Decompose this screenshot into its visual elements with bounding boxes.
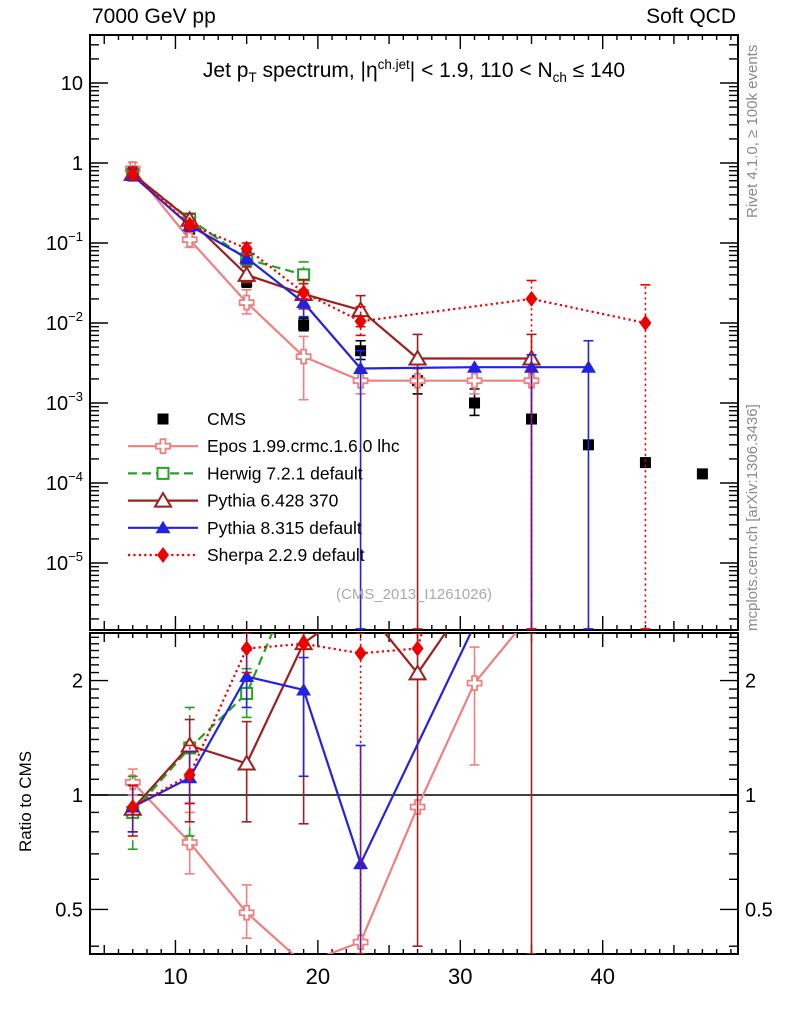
ratio-tick-label-left: 0.5 (55, 899, 83, 921)
series-line (131, 168, 532, 382)
beam-energy-label: 7000 GeV pp (92, 5, 216, 28)
series-line (131, 173, 646, 325)
data-point-marker (238, 904, 255, 921)
data-point-marker (236, 265, 257, 282)
legend-label: Pythia 6.428 370 (207, 491, 339, 511)
data-point-marker (236, 754, 257, 771)
data-point-marker (469, 397, 481, 409)
data-point-marker (411, 640, 424, 657)
data-point-marker (466, 675, 483, 692)
ratio-axis-label: Ratio to CMS (16, 750, 35, 852)
data-point-marker (157, 547, 169, 563)
y-tick-label: 1 (72, 153, 83, 175)
y-tick-label: 10−1 (46, 229, 83, 255)
data-point-marker (295, 348, 312, 365)
data-point-marker (239, 669, 255, 683)
data-point-marker (126, 165, 139, 182)
main-panel-frame (89, 34, 739, 631)
legend-item-cms: CMS (157, 409, 246, 429)
legend-item-pythia-8-315-default: Pythia 8.315 default (128, 518, 362, 538)
legend-label: Pythia 8.315 default (207, 518, 362, 538)
series-line (131, 174, 589, 370)
data-point-marker (183, 766, 196, 783)
data-point-marker (353, 856, 369, 870)
data-point-marker (523, 360, 539, 373)
y-tick-label: 10−5 (46, 549, 83, 575)
legend: CMS Epos 1.99.crmc.1.6.0 lhc Herwig 7.2.1 … (128, 409, 400, 565)
data-point-marker (238, 294, 255, 311)
data-point-marker (296, 295, 312, 309)
series-epos-1-99-crmc-1-6-0-lhc (124, 633, 518, 954)
data-point-marker (639, 315, 652, 331)
data-point-marker (639, 457, 651, 469)
data-point-marker (181, 834, 198, 851)
data-point-marker (126, 798, 139, 815)
data-point-marker (354, 313, 367, 330)
legend-label: Sherpa 2.2.9 default (207, 545, 365, 565)
x-tick-label: 20 (306, 964, 330, 989)
series-line (131, 633, 274, 814)
ratio-panel-frame (89, 632, 739, 955)
data-point-marker (525, 290, 538, 307)
ratio-tick-label-right: 2 (745, 671, 756, 693)
ratio-tick-label-left: 2 (72, 671, 83, 693)
series-line (132, 173, 304, 276)
data-point-marker (240, 640, 253, 657)
y-tick-label: 10−2 (46, 309, 83, 335)
data-point-marker (297, 635, 310, 652)
legend-item-sherpa-2-2-9-default: Sherpa 2.2.9 default (128, 545, 365, 565)
ratio-tick-label-right: 0.5 (745, 899, 773, 921)
data-point-marker (156, 466, 170, 480)
analysis-id-watermark: (CMS_2013_I1261026) (336, 586, 492, 603)
ratio-tick-label-right: 1 (745, 785, 756, 807)
mcplots-attribution: mcplots.cern.ch [arXiv:1306.3436] (744, 404, 761, 631)
data-point-marker (124, 774, 141, 791)
legend-label: Herwig 7.2.1 default (207, 463, 363, 483)
data-point-marker (239, 250, 255, 264)
data-point-marker (407, 663, 428, 681)
series-pythia-6-428-370 (122, 633, 537, 954)
data-point-marker (297, 284, 310, 301)
rivet-version-note: Rivet 4.1.0, ≥ 100k events (744, 44, 761, 218)
data-point-marker (298, 319, 310, 331)
x-tick-label: 10 (163, 964, 187, 989)
data-point-marker (525, 215, 537, 231)
data-point-marker (183, 216, 196, 233)
legend-label: CMS (207, 409, 246, 429)
x-tick-label: 30 (448, 964, 472, 989)
data-point-marker (466, 372, 483, 389)
data-point-marker (354, 645, 367, 662)
data-point-marker (181, 231, 198, 248)
y-tick-label: 10−3 (46, 389, 83, 415)
data-point-marker (407, 349, 428, 366)
y-tick-label: 10 (61, 73, 83, 95)
series-sherpa-2-2-9-default (126, 215, 537, 954)
data-point-marker (155, 520, 171, 534)
series-line (132, 173, 532, 360)
data-point-marker (157, 413, 169, 425)
legend-item-pythia-6-428-370: Pythia 6.428 370 (128, 491, 339, 511)
legend-label: Epos 1.99.crmc.1.6.0 lhc (207, 436, 400, 456)
y-tick-label: 10−4 (46, 469, 83, 495)
data-point-marker (696, 468, 708, 480)
process-group-label: Soft QCD (646, 5, 736, 28)
data-point-marker (155, 438, 171, 455)
data-point-marker (580, 360, 596, 373)
data-point-marker (296, 682, 312, 696)
ratio-tick-label-left: 1 (72, 785, 83, 807)
series-line (131, 633, 518, 954)
plot-title: Jet pT spectrum, |ηch.jet| < 1.9, 110 < … (202, 57, 626, 86)
legend-item-herwig-7-2-1-default: Herwig 7.2.1 default (128, 463, 363, 483)
data-point-marker (353, 361, 369, 374)
data-point-marker (153, 491, 173, 508)
series-sherpa-2-2-9-default (126, 165, 652, 630)
legend-item-epos-1-99-crmc-1-6-0-lhc: Epos 1.99.crmc.1.6.0 lhc (128, 436, 400, 456)
data-point-marker (467, 360, 483, 373)
data-point-marker (240, 240, 253, 257)
x-tick-label: 40 (590, 964, 614, 989)
